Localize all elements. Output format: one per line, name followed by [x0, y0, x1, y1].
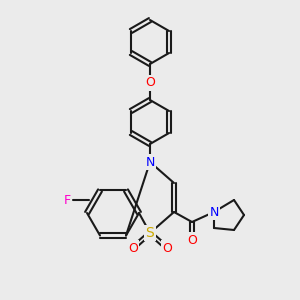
Text: O: O: [128, 242, 138, 254]
Text: O: O: [187, 233, 197, 247]
Text: O: O: [145, 76, 155, 89]
Text: F: F: [63, 194, 70, 206]
Text: S: S: [146, 226, 154, 240]
Text: N: N: [145, 155, 155, 169]
Text: N: N: [209, 206, 219, 218]
Text: O: O: [162, 242, 172, 254]
